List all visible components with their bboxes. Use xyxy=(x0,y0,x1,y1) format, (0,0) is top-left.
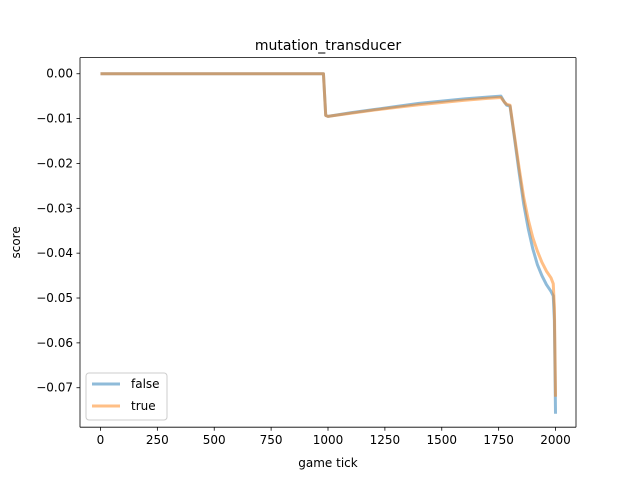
x-tick-label: 1750 xyxy=(483,433,514,447)
x-axis-label: game tick xyxy=(298,456,357,470)
x-tick-label: 750 xyxy=(260,433,283,447)
chart-title: mutation_transducer xyxy=(255,38,401,54)
y-tick-label: −0.04 xyxy=(36,246,73,260)
y-tick-label: −0.02 xyxy=(36,156,73,170)
legend: false true xyxy=(85,372,168,421)
x-tick-label: 0 xyxy=(97,433,105,447)
y-axis-ticks: 0.00 −0.01 −0.02 −0.03 −0.04 −0.05 −0.06 −0.07 xyxy=(36,67,80,395)
y-tick-label: −0.06 xyxy=(36,336,73,350)
y-tick-label: −0.01 xyxy=(36,112,73,126)
plot-area xyxy=(80,57,576,428)
y-tick-label: −0.07 xyxy=(36,381,73,395)
series-layer xyxy=(100,72,558,414)
y-tick-label: −0.03 xyxy=(36,201,73,215)
x-tick-label: 1000 xyxy=(313,433,344,447)
legend-label-false: false xyxy=(131,377,160,391)
series-line-true xyxy=(100,72,558,397)
y-tick-label: −0.05 xyxy=(36,291,73,305)
x-tick-label: 250 xyxy=(146,433,169,447)
y-tick-label: 0.00 xyxy=(46,67,73,81)
x-axis-ticks: 0 250 500 750 1000 1250 1500 1750 2000 xyxy=(97,427,571,447)
legend-label-true: true xyxy=(131,399,156,413)
x-tick-label: 1500 xyxy=(426,433,457,447)
x-tick-label: 500 xyxy=(203,433,226,447)
x-tick-label: 2000 xyxy=(540,433,571,447)
x-tick-label: 1250 xyxy=(370,433,401,447)
y-axis-label: score xyxy=(9,226,23,258)
